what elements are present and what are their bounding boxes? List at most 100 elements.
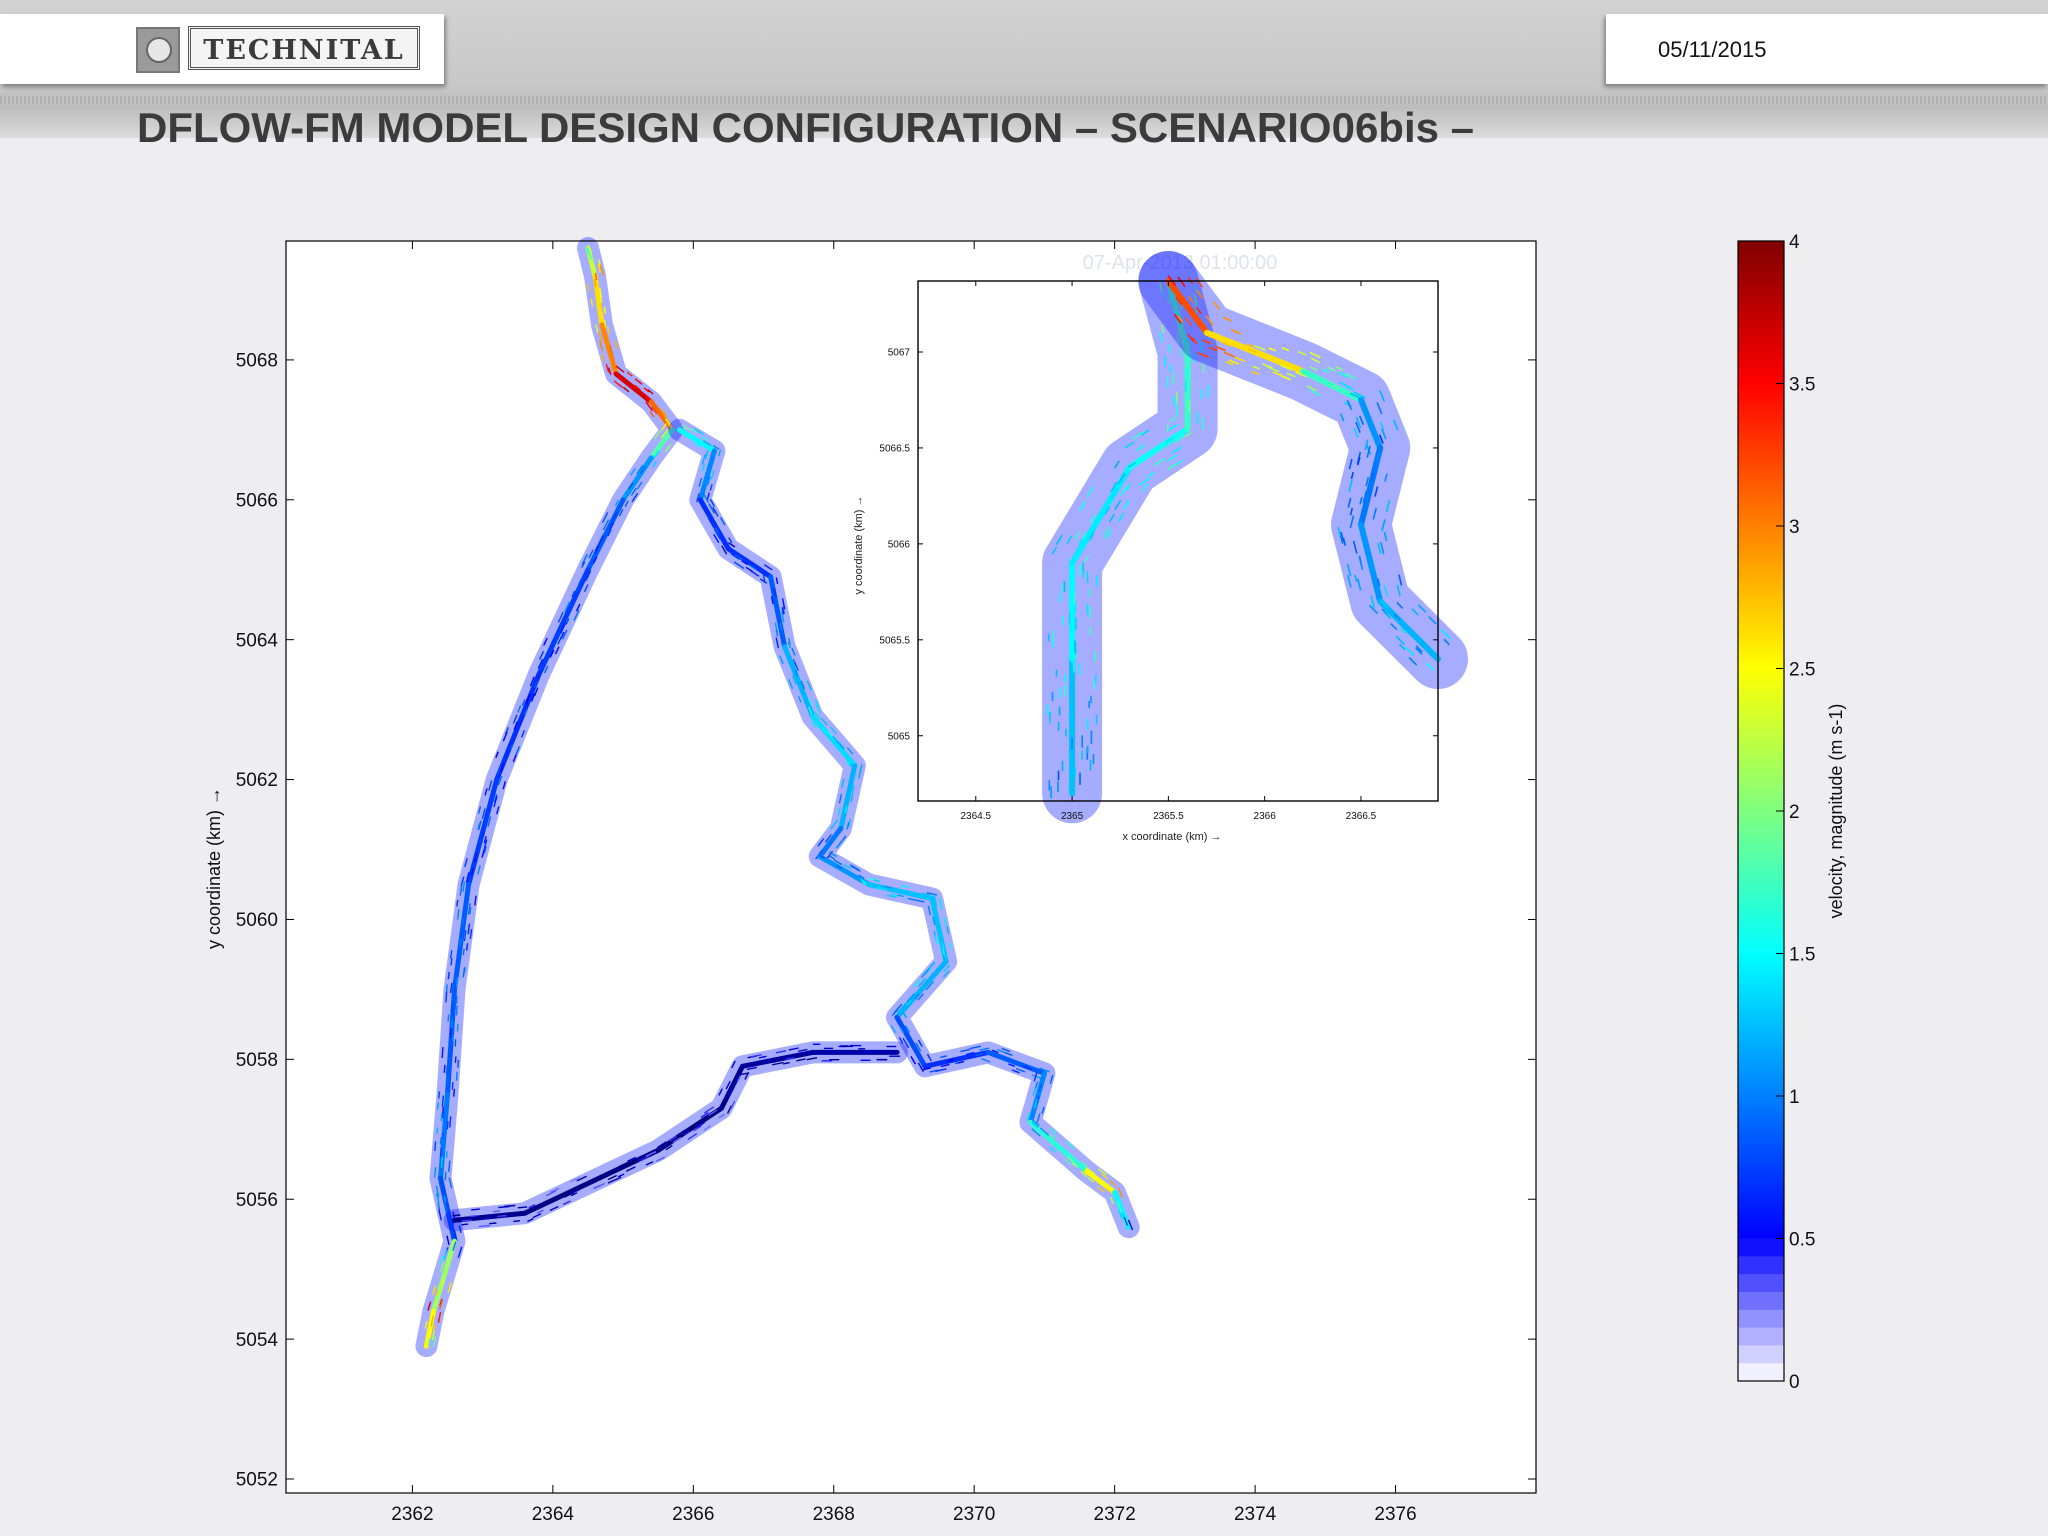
velocity-vector	[455, 1071, 458, 1081]
velocity-vector	[436, 1193, 440, 1204]
velocity-vector	[1344, 372, 1357, 380]
velocity-vector	[583, 1181, 594, 1187]
velocity-vector	[1153, 458, 1165, 467]
colorbar-band	[1738, 1238, 1784, 1257]
velocity-vector	[817, 838, 825, 847]
velocity-vector	[775, 1050, 787, 1054]
velocity-vector	[706, 492, 710, 500]
velocity-vector	[448, 1160, 451, 1172]
velocity-segment	[445, 986, 457, 1097]
velocity-vector	[436, 1102, 439, 1110]
velocity-vector	[837, 807, 841, 816]
velocity-vector	[1023, 1065, 1033, 1071]
velocity-vector	[934, 935, 939, 945]
velocity-vector	[731, 1060, 736, 1069]
velocity-vector	[1349, 507, 1354, 516]
velocity-vector	[1081, 531, 1088, 540]
x-tick-label: 2372	[1094, 1504, 1136, 1525]
x-tick-label: 2370	[953, 1504, 995, 1525]
velocity-vector	[493, 1210, 501, 1213]
velocity-vector	[1354, 574, 1358, 583]
velocity-vector	[539, 1201, 547, 1207]
velocity-vector	[779, 623, 783, 631]
velocity-vector	[1247, 348, 1257, 354]
velocity-vector	[775, 629, 779, 637]
velocity-vector	[1120, 486, 1128, 497]
velocity-vector	[612, 511, 618, 521]
velocity-vector	[1392, 419, 1399, 431]
velocity-vector	[606, 326, 610, 334]
velocity-vector	[996, 1048, 1007, 1054]
velocity-vector	[728, 537, 733, 544]
main-plot-frame	[285, 240, 1537, 1494]
y-tick-label: 5060	[236, 910, 278, 931]
velocity-vector	[438, 1299, 444, 1310]
velocity-vector	[550, 1187, 560, 1193]
velocity-vector	[499, 762, 505, 772]
velocity-vector	[588, 549, 594, 559]
velocity-vector	[701, 454, 706, 465]
velocity-vector	[695, 1122, 705, 1129]
velocity-segment	[725, 546, 774, 580]
velocity-vector	[1036, 1095, 1040, 1103]
velocity-vector	[1065, 1141, 1075, 1149]
velocity-vector	[821, 727, 828, 734]
velocity-vector	[624, 500, 629, 508]
velocity-vector	[807, 697, 813, 706]
velocity-vector	[858, 874, 865, 879]
velocity-vector	[1358, 558, 1364, 570]
velocity-segment	[1084, 1168, 1118, 1195]
velocity-vector	[583, 584, 589, 593]
velocity-vector	[965, 1051, 975, 1056]
velocity-vector	[1208, 346, 1218, 352]
velocity-vector	[477, 865, 481, 875]
velocity-vector	[599, 291, 603, 303]
inset-title: 07-Apr-2013 01:00:00	[1083, 252, 1278, 274]
velocity-vector	[470, 867, 474, 875]
velocity-vector	[1348, 479, 1353, 492]
velocity-vector	[1031, 1074, 1042, 1080]
velocity-vector	[1359, 496, 1363, 505]
velocity-vector	[1246, 343, 1254, 348]
main-plot-axes: 2362 2364 2366 2368 2370 2372 2374 2376 5052 5054…	[236, 241, 1536, 1525]
velocity-vector	[683, 1131, 690, 1136]
velocity-vector	[593, 279, 597, 287]
velocity-vector	[457, 1246, 463, 1258]
velocity-vector	[969, 1045, 982, 1050]
velocity-vector	[733, 561, 745, 569]
velocity-vector	[676, 1129, 686, 1137]
velocity-vector	[1026, 1112, 1031, 1121]
velocity-segment	[522, 1147, 661, 1216]
velocity-vector	[788, 679, 794, 689]
velocity-vector	[846, 822, 850, 830]
colorbar-band	[1738, 1309, 1784, 1328]
velocity-vector	[796, 1058, 806, 1062]
velocity-vector	[1108, 513, 1115, 523]
velocity-vector	[1349, 515, 1355, 529]
velocity-vector	[461, 1219, 473, 1222]
velocity-vector	[1347, 575, 1352, 588]
inset-plot-area	[918, 281, 1438, 801]
velocity-vector	[459, 885, 463, 896]
velocity-segment	[1069, 464, 1133, 567]
velocity-vector	[636, 1155, 644, 1160]
colorbar-axis: 0 0.5 1 1.5 2 2.5 3 3.5 4	[1776, 232, 1815, 1393]
velocity-vector	[600, 310, 604, 321]
velocity-vector	[736, 1075, 741, 1083]
velocity-vector	[1337, 371, 1349, 378]
velocity-vector	[1398, 574, 1403, 586]
velocity-vector	[725, 1080, 731, 1090]
velocity-vector	[1186, 336, 1191, 347]
y-tick-label: 5065.5	[879, 635, 910, 646]
x-tick-label: 2376	[1374, 1504, 1416, 1525]
velocity-vector	[890, 1024, 897, 1034]
velocity-vector	[914, 993, 920, 1000]
velocity-vector	[512, 754, 517, 763]
velocity-vector	[876, 886, 888, 891]
velocity-vector	[639, 466, 646, 474]
velocity-vector	[708, 503, 716, 514]
velocity-vector	[1381, 428, 1387, 440]
velocity-vector	[917, 1039, 923, 1047]
velocity-vector	[712, 445, 720, 450]
velocity-vector	[467, 923, 471, 935]
